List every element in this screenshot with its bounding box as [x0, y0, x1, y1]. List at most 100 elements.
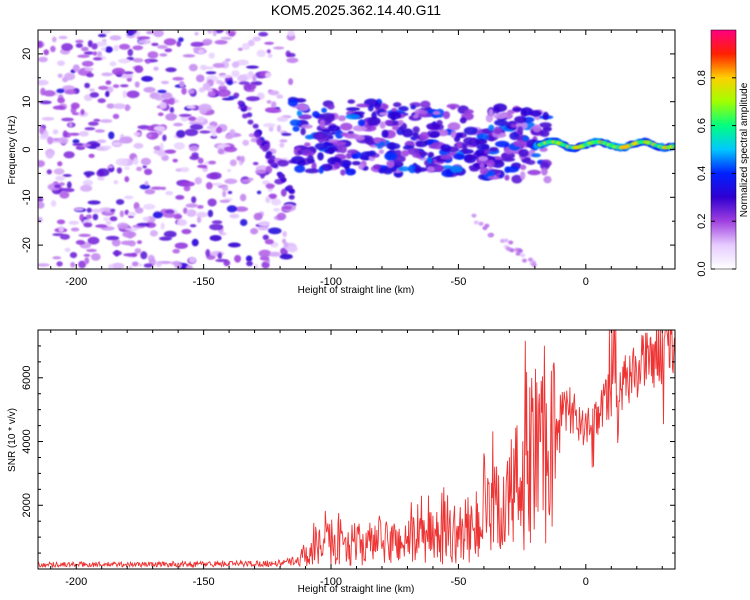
spectrogram-cell [161, 92, 173, 100]
spectrogram-cell [92, 213, 99, 221]
spectrogram-cell [108, 131, 115, 140]
spectrogram-cell [223, 146, 238, 153]
spectrogram-cell [156, 261, 163, 265]
y-tick-label: 20 [21, 48, 33, 60]
spectrogram-cell [491, 159, 505, 168]
spectrogram-cell [526, 159, 536, 165]
spectrogram-cell [202, 168, 208, 173]
spectrogram-cell [435, 165, 444, 173]
spectrogram-cell [237, 47, 243, 51]
spectrogram-cell [163, 213, 177, 218]
spectrogram-cell [150, 186, 163, 190]
spectrogram-cell [386, 159, 395, 168]
spectrogram-cell [109, 216, 118, 222]
spectrogram-cell [252, 74, 257, 83]
spectrogram-cell [252, 161, 259, 166]
spectrogram-y-ticks: 20 10 0 -10 -20 [21, 48, 675, 253]
spectrogram-cell [221, 186, 229, 192]
spectrogram-cell [138, 263, 143, 267]
spectrogram-cell [38, 41, 43, 48]
spectrogram-cell [137, 240, 142, 245]
spectrogram-cell [197, 157, 204, 164]
spectrogram-cell [143, 86, 156, 93]
snr-series-line [38, 330, 675, 569]
spectrogram-cell [70, 102, 80, 110]
spectrogram-cell [124, 176, 130, 183]
spectrogram-cell [205, 182, 213, 190]
spectrogram-cell [46, 151, 54, 159]
spectrogram-cell [347, 149, 358, 155]
spectrogram-cell [335, 130, 344, 139]
spectrogram-cell [108, 263, 114, 269]
spectrogram-cell [145, 59, 151, 64]
spectrogram-cell [126, 90, 140, 99]
snr-plot-area [38, 330, 675, 569]
spectrogram-cell [103, 145, 112, 150]
spectrogram-cell [450, 165, 463, 173]
spectrogram-cell [346, 107, 360, 112]
spectrogram-cell [387, 111, 402, 120]
spectrogram-cell [115, 158, 129, 166]
spectrogram-cell [248, 39, 255, 47]
spectrogram-cell [92, 51, 98, 56]
spectrogram-cell [378, 167, 385, 174]
colorbar-tick-label: 0.6 [696, 118, 708, 133]
colorbar-gradient [710, 29, 737, 270]
spectrogram-x-label: Height of straight line (km) [298, 285, 415, 296]
spectrogram-cell [345, 113, 361, 120]
spectrogram-cell [379, 112, 389, 116]
spectrogram-cell [50, 45, 56, 53]
x-tick-label: -150 [193, 276, 215, 288]
spectrogram-cell [267, 53, 273, 58]
y-tick-label: 10 [21, 96, 33, 108]
spectrogram-cell [112, 113, 120, 119]
spectrogram-cell [39, 100, 52, 105]
x-tick-label: -200 [65, 276, 87, 288]
spectrogram-cell [113, 44, 119, 52]
spectrogram-cell [64, 89, 77, 95]
spectrogram-cell [184, 128, 199, 137]
spectrogram-cell [473, 220, 479, 225]
colorbar-ticks: 0.0 0.2 0.4 0.6 0.8 [696, 70, 736, 277]
spectrogram-cell [208, 160, 217, 165]
spectrogram-cell [157, 45, 168, 49]
spectrogram-cell [180, 81, 185, 88]
spectrogram-cell [340, 122, 353, 131]
spectrogram-cell [450, 130, 457, 139]
spectrogram-cell [80, 109, 85, 115]
spectrogram-cell [217, 89, 231, 98]
spectrogram-cell [72, 142, 84, 147]
spectrogram-cell [488, 124, 495, 132]
spectrogram-cell [229, 213, 240, 219]
spectrogram-cell [246, 112, 253, 118]
spectrogram-cell [337, 115, 347, 122]
spectrogram-cell [224, 178, 238, 185]
spectrogram-cell [300, 127, 306, 136]
spectrogram-cell [84, 67, 94, 72]
spectrogram-cell [276, 94, 284, 99]
spectrogram-cell [471, 213, 477, 218]
spectrogram-cell [513, 140, 528, 148]
spectrogram-cell [218, 74, 233, 79]
spectrogram-cell [165, 113, 177, 121]
spectrogram-cell [325, 115, 335, 122]
spectrogram-cell [188, 63, 198, 72]
spectrogram-cell [378, 149, 385, 155]
spectrogram-cell [43, 90, 56, 97]
spectrogram-cell [159, 101, 167, 110]
spectrogram-cell [131, 261, 139, 267]
spectrogram-cell [379, 121, 386, 129]
spectrogram-cell [357, 119, 365, 127]
spectrogram-cell [72, 64, 80, 72]
spectrogram-cell [220, 36, 232, 40]
spectrogram-cell [52, 256, 62, 260]
spectrogram-cell [140, 157, 152, 166]
spectrogram-cell [258, 31, 269, 37]
spectrogram-cell [237, 100, 244, 106]
spectrogram-cell [268, 90, 280, 96]
spectrogram-cell [110, 208, 116, 212]
spectrogram-cell [487, 175, 500, 180]
spectrogram-cell [305, 134, 314, 140]
spectrogram-cell [89, 88, 95, 92]
spectrogram-cell [199, 130, 211, 134]
